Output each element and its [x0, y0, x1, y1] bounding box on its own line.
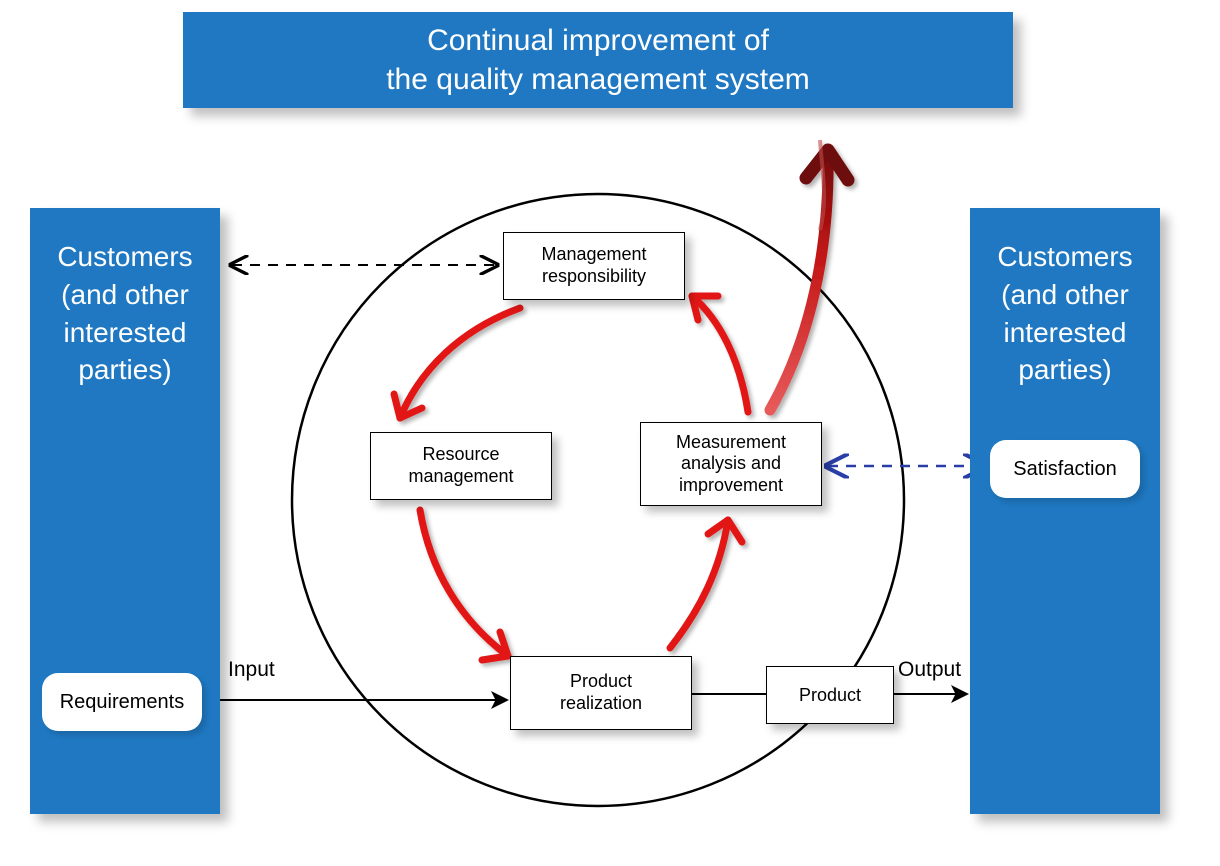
node-management-line2: responsibility — [542, 266, 646, 288]
requirements-pill: Requirements — [42, 673, 202, 731]
arrow-improvement — [770, 140, 848, 410]
satisfaction-label: Satisfaction — [1013, 458, 1116, 481]
right-customers-line4: parties) — [970, 351, 1160, 389]
right-customers-panel: Customers (and other interested parties) — [970, 208, 1160, 814]
right-customers-line2: (and other — [970, 276, 1160, 314]
header-line1: Continual improvement of — [183, 21, 1013, 60]
left-customers-line1: Customers — [30, 238, 220, 276]
node-management: Management responsibility — [503, 232, 685, 300]
arrow-mgmt-to-resource — [394, 308, 520, 418]
arrow-resource-to-realization — [420, 510, 508, 660]
node-management-line1: Management — [541, 244, 646, 266]
node-realization-line2: realization — [560, 693, 642, 715]
output-label: Output — [898, 658, 961, 682]
requirements-label: Requirements — [60, 691, 185, 714]
node-measurement: Measurement analysis and improvement — [640, 422, 822, 506]
node-realization-line1: Product — [570, 671, 632, 693]
node-measurement-line1: Measurement — [676, 432, 786, 454]
arrow-realization-to-measurement — [670, 520, 742, 648]
node-measurement-line3: improvement — [679, 475, 783, 497]
arrow-measurement-to-mgmt — [692, 296, 748, 412]
node-resource: Resource management — [370, 432, 552, 500]
node-realization: Product realization — [510, 656, 692, 730]
node-resource-line1: Resource — [422, 444, 499, 466]
left-customers-line2: (and other — [30, 276, 220, 314]
node-product: Product — [766, 666, 894, 724]
right-customers-line1: Customers — [970, 238, 1160, 276]
satisfaction-pill: Satisfaction — [990, 440, 1140, 498]
node-measurement-line2: analysis and — [681, 453, 781, 475]
node-resource-line2: management — [408, 466, 513, 488]
left-customers-line4: parties) — [30, 351, 220, 389]
header-box: Continual improvement of the quality man… — [183, 12, 1013, 108]
input-label: Input — [228, 658, 275, 682]
left-customers-line3: interested — [30, 314, 220, 352]
header-line2: the quality management system — [183, 60, 1013, 99]
right-customers-line3: interested — [970, 314, 1160, 352]
node-product-label: Product — [799, 685, 861, 706]
